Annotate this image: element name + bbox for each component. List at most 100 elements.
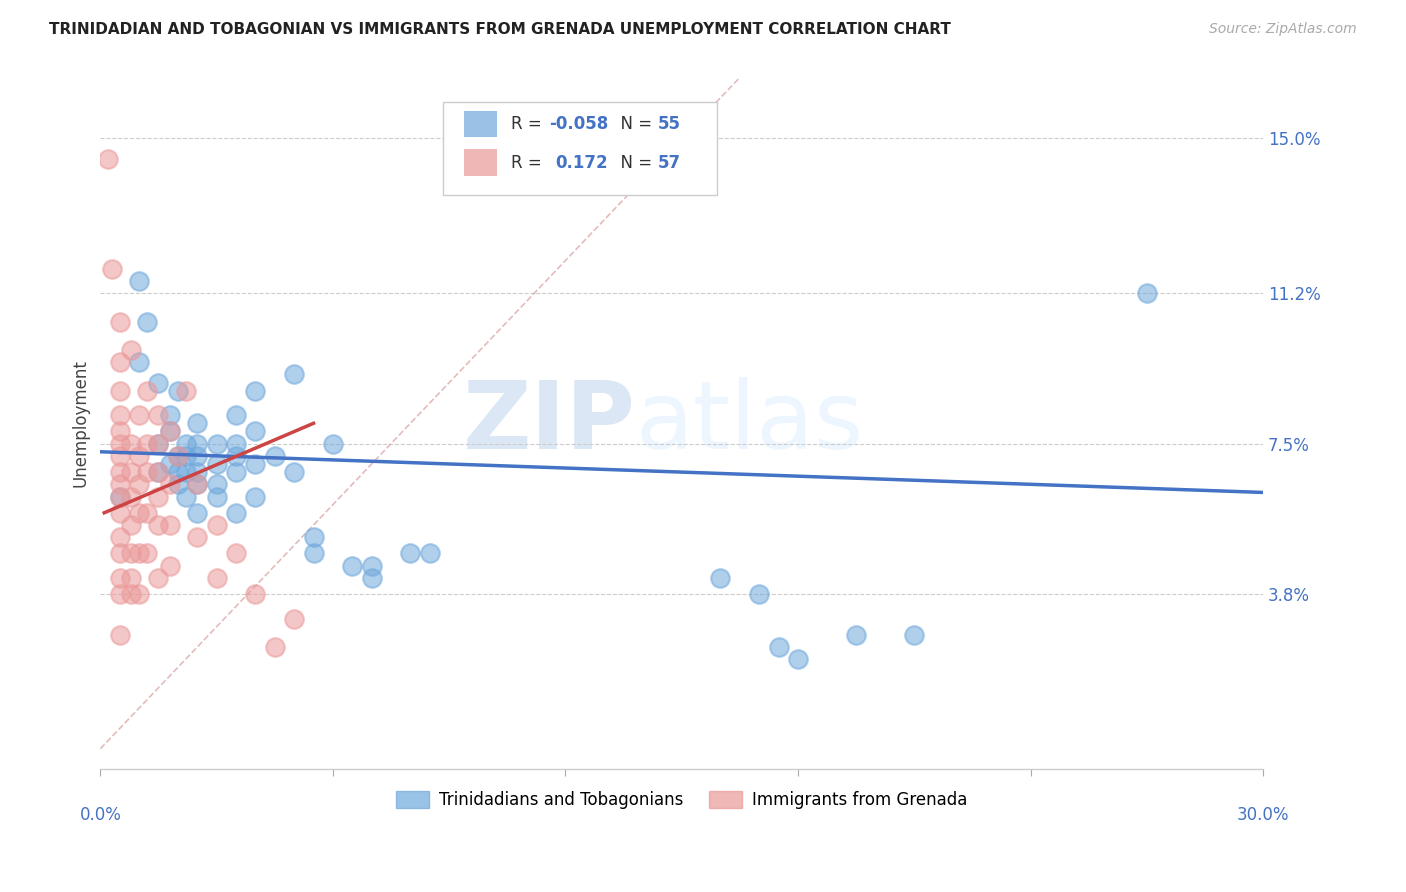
Point — [159, 558, 181, 573]
Point — [128, 449, 150, 463]
Text: N =: N = — [610, 153, 657, 171]
Point — [159, 425, 181, 439]
Point — [128, 274, 150, 288]
Text: N =: N = — [610, 115, 657, 133]
Text: atlas: atlas — [636, 377, 863, 469]
Point — [120, 587, 142, 601]
Text: Source: ZipAtlas.com: Source: ZipAtlas.com — [1209, 22, 1357, 37]
Point — [245, 457, 267, 471]
Point — [120, 465, 142, 479]
Point — [283, 611, 305, 625]
Point — [225, 465, 247, 479]
Point — [148, 436, 170, 450]
Point — [120, 436, 142, 450]
Point — [302, 530, 325, 544]
Point — [283, 465, 305, 479]
Point — [120, 490, 142, 504]
Point — [225, 506, 247, 520]
FancyBboxPatch shape — [464, 149, 496, 176]
Point — [108, 628, 131, 642]
Point — [148, 490, 170, 504]
Point — [283, 368, 305, 382]
Point — [148, 376, 170, 390]
Point — [186, 436, 208, 450]
Point — [108, 436, 131, 450]
Text: ZIP: ZIP — [463, 377, 636, 469]
Point — [225, 546, 247, 560]
Point — [174, 490, 197, 504]
Point — [225, 449, 247, 463]
Text: TRINIDADIAN AND TOBAGONIAN VS IMMIGRANTS FROM GRENADA UNEMPLOYMENT CORRELATION C: TRINIDADIAN AND TOBAGONIAN VS IMMIGRANTS… — [49, 22, 950, 37]
Point — [167, 449, 190, 463]
Point — [186, 449, 208, 463]
Point — [148, 408, 170, 422]
Point — [128, 477, 150, 491]
Point — [148, 465, 170, 479]
Point — [360, 558, 382, 573]
Point — [108, 408, 131, 422]
Point — [120, 546, 142, 560]
Point — [186, 477, 208, 491]
Point — [148, 436, 170, 450]
Text: 57: 57 — [657, 153, 681, 171]
Point — [845, 628, 868, 642]
Point — [148, 518, 170, 533]
Point — [108, 477, 131, 491]
Text: R =: R = — [510, 115, 547, 133]
Point — [128, 506, 150, 520]
Point — [174, 449, 197, 463]
Point — [167, 449, 190, 463]
Point — [135, 465, 157, 479]
Point — [108, 465, 131, 479]
Point — [135, 384, 157, 398]
Text: 0.0%: 0.0% — [79, 805, 121, 823]
Point — [108, 587, 131, 601]
Point — [174, 436, 197, 450]
Point — [225, 408, 247, 422]
Point — [186, 477, 208, 491]
Point — [186, 417, 208, 431]
Point — [128, 587, 150, 601]
Point — [120, 518, 142, 533]
Point — [108, 384, 131, 398]
Point — [135, 436, 157, 450]
Point — [302, 546, 325, 560]
Point — [186, 506, 208, 520]
Point — [108, 506, 131, 520]
Point — [225, 436, 247, 450]
Point — [135, 546, 157, 560]
Point — [419, 546, 441, 560]
Point — [322, 436, 344, 450]
Point — [108, 490, 131, 504]
Point — [108, 571, 131, 585]
Y-axis label: Unemployment: Unemployment — [72, 359, 89, 487]
Point — [205, 436, 228, 450]
Point — [205, 571, 228, 585]
Point — [108, 490, 131, 504]
Point — [205, 477, 228, 491]
Text: 55: 55 — [657, 115, 681, 133]
Point — [245, 490, 267, 504]
Point — [1136, 286, 1159, 301]
Point — [167, 465, 190, 479]
Point — [159, 518, 181, 533]
Point — [120, 343, 142, 357]
Point — [108, 449, 131, 463]
Point — [263, 449, 285, 463]
Point — [108, 425, 131, 439]
Point — [128, 546, 150, 560]
Point — [108, 530, 131, 544]
Point — [159, 477, 181, 491]
Point — [205, 490, 228, 504]
Point — [245, 425, 267, 439]
Point — [97, 152, 120, 166]
Point — [174, 384, 197, 398]
Point — [205, 518, 228, 533]
FancyBboxPatch shape — [464, 111, 496, 137]
Point — [120, 571, 142, 585]
Legend: Trinidadians and Tobagonians, Immigrants from Grenada: Trinidadians and Tobagonians, Immigrants… — [389, 785, 974, 816]
Point — [399, 546, 422, 560]
Point — [186, 530, 208, 544]
Point — [245, 587, 267, 601]
Point — [263, 640, 285, 654]
